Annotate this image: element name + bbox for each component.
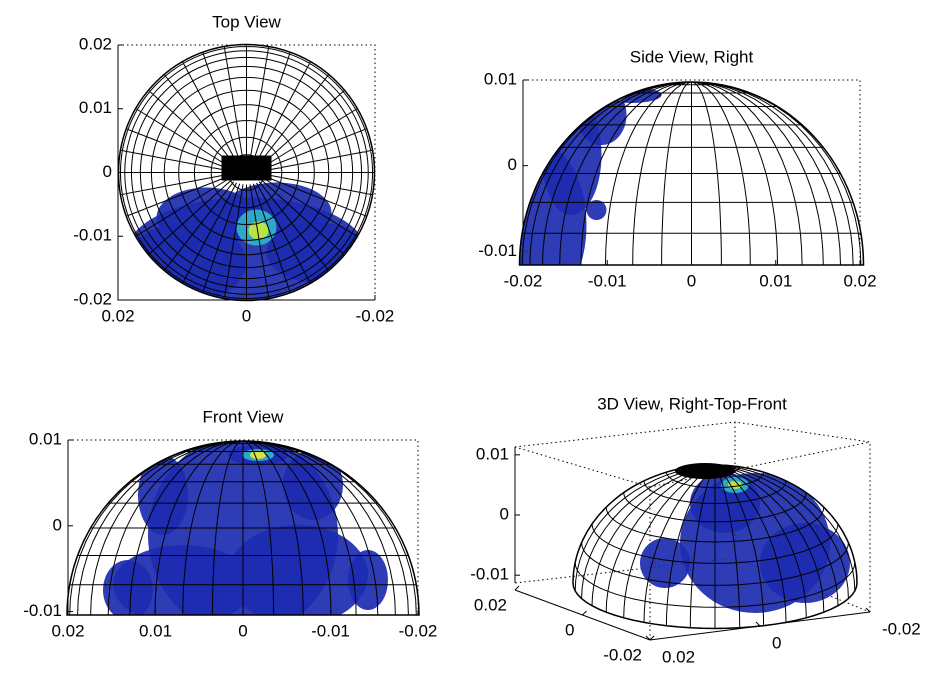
color-patch [248,221,269,240]
y-tick-label: 0.02 [662,647,695,666]
color-patch [283,450,343,520]
x-tick-label: -0.02 [399,621,438,640]
y-tick [755,621,761,627]
y-tick-label: 0 [103,162,112,181]
mesh [118,44,375,301]
y-tick-label: 0 [508,155,517,174]
color-patch [640,538,690,588]
x-tick-label: 0 [687,271,696,290]
panel-title: Top View [212,12,281,31]
y-tick-label: 0.01 [29,429,62,448]
color-patch [541,95,602,215]
y-tick [645,635,651,641]
x-tick-label: -0.01 [311,621,350,640]
axes-box-dotted [118,44,376,300]
color-patch [103,560,153,615]
color-patch [348,550,388,610]
panel-title: Front View [203,407,285,426]
x-tick-label: 0 [565,620,574,639]
x-tick-label: 0.02 [474,595,507,614]
y-tick-label: -0.02 [882,619,921,638]
color-patch [586,200,607,220]
x-tick-label: 0.01 [139,621,172,640]
x-tick-label: -0.01 [588,271,627,290]
x-tick-label: -0.02 [504,271,543,290]
x-tick-label: 0.01 [759,271,792,290]
y-tick-label: -0.01 [478,241,517,260]
z-tick-label: 0.01 [476,444,509,463]
y-tick-label: -0.01 [23,601,62,620]
color-patch [576,85,627,145]
axes-box-dotted [523,79,861,265]
y-tick-label: 0 [53,515,62,534]
color-patch [228,525,368,615]
surface [103,441,388,615]
x-tick-label: -0.02 [603,645,642,664]
x-tick [582,610,587,616]
y-tick-label: 0 [772,633,781,652]
y-tick-label: 0.02 [79,34,112,53]
outline [66,440,420,616]
x-tick-label: 0.02 [843,271,876,290]
outline [518,81,865,266]
x-tick-label: 0 [242,306,251,325]
x-tick-label: -0.02 [356,306,395,325]
x-tick [649,635,655,641]
outline [572,464,858,630]
x-tick-label: 0 [238,621,247,640]
y-tick-label: 0.01 [79,98,112,117]
y-tick-label: -0.02 [73,289,112,308]
y-tick-label: 0.01 [484,69,517,88]
surface [640,473,850,613]
mesh [572,464,858,629]
outline [117,43,376,302]
z-tick-label: -0.01 [470,565,509,584]
y-tick-label: -0.01 [73,226,112,245]
y-tick [865,607,871,613]
color-patch [126,222,247,301]
x-tick-label: 0.02 [101,306,134,325]
z-tick-label: 0 [500,504,509,523]
panel-title: Side View, Right [630,47,754,66]
x-tick-label: 0.02 [51,621,84,640]
x-tick [514,585,520,591]
panel-title: 3D View, Right-Top-Front [597,394,787,413]
